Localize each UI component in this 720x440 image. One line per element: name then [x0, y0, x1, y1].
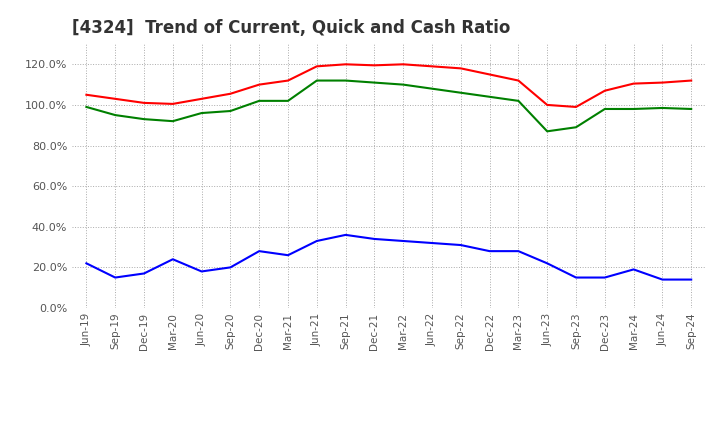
Quick Ratio	[341, 78, 350, 83]
Line: Current Ratio: Current Ratio	[86, 64, 691, 107]
Current Ratio	[82, 92, 91, 97]
Cash Ratio	[658, 277, 667, 282]
Quick Ratio	[629, 106, 638, 112]
Current Ratio	[197, 96, 206, 102]
Quick Ratio	[226, 108, 235, 114]
Cash Ratio	[168, 257, 177, 262]
Cash Ratio	[82, 260, 91, 266]
Quick Ratio	[255, 98, 264, 103]
Quick Ratio	[312, 78, 321, 83]
Quick Ratio	[370, 80, 379, 85]
Line: Cash Ratio: Cash Ratio	[86, 235, 691, 279]
Current Ratio	[370, 62, 379, 68]
Quick Ratio	[284, 98, 292, 103]
Current Ratio	[284, 78, 292, 83]
Quick Ratio	[82, 104, 91, 110]
Cash Ratio	[312, 238, 321, 244]
Cash Ratio	[428, 240, 436, 246]
Cash Ratio	[111, 275, 120, 280]
Quick Ratio	[399, 82, 408, 87]
Current Ratio	[168, 101, 177, 106]
Quick Ratio	[658, 105, 667, 110]
Cash Ratio	[629, 267, 638, 272]
Cash Ratio	[600, 275, 609, 280]
Cash Ratio	[543, 260, 552, 266]
Cash Ratio	[514, 249, 523, 254]
Cash Ratio	[456, 242, 465, 248]
Cash Ratio	[370, 236, 379, 242]
Current Ratio	[600, 88, 609, 93]
Current Ratio	[255, 82, 264, 87]
Quick Ratio	[428, 86, 436, 92]
Cash Ratio	[140, 271, 148, 276]
Current Ratio	[341, 62, 350, 67]
Cash Ratio	[284, 253, 292, 258]
Current Ratio	[111, 96, 120, 102]
Current Ratio	[572, 104, 580, 110]
Current Ratio	[485, 72, 494, 77]
Quick Ratio	[600, 106, 609, 112]
Cash Ratio	[572, 275, 580, 280]
Quick Ratio	[140, 117, 148, 122]
Current Ratio	[629, 81, 638, 86]
Quick Ratio	[514, 98, 523, 103]
Cash Ratio	[687, 277, 696, 282]
Quick Ratio	[456, 90, 465, 95]
Quick Ratio	[168, 118, 177, 124]
Current Ratio	[514, 78, 523, 83]
Quick Ratio	[687, 106, 696, 112]
Quick Ratio	[111, 113, 120, 118]
Current Ratio	[399, 62, 408, 67]
Cash Ratio	[197, 269, 206, 274]
Cash Ratio	[226, 265, 235, 270]
Line: Quick Ratio: Quick Ratio	[86, 81, 691, 131]
Cash Ratio	[399, 238, 408, 244]
Quick Ratio	[572, 125, 580, 130]
Cash Ratio	[485, 249, 494, 254]
Current Ratio	[456, 66, 465, 71]
Quick Ratio	[543, 128, 552, 134]
Quick Ratio	[485, 94, 494, 99]
Current Ratio	[543, 102, 552, 107]
Text: [4324]  Trend of Current, Quick and Cash Ratio: [4324] Trend of Current, Quick and Cash …	[72, 19, 510, 37]
Quick Ratio	[197, 110, 206, 116]
Current Ratio	[312, 64, 321, 69]
Current Ratio	[687, 78, 696, 83]
Current Ratio	[140, 100, 148, 106]
Cash Ratio	[255, 249, 264, 254]
Current Ratio	[226, 91, 235, 96]
Cash Ratio	[341, 232, 350, 238]
Current Ratio	[658, 80, 667, 85]
Current Ratio	[428, 64, 436, 69]
